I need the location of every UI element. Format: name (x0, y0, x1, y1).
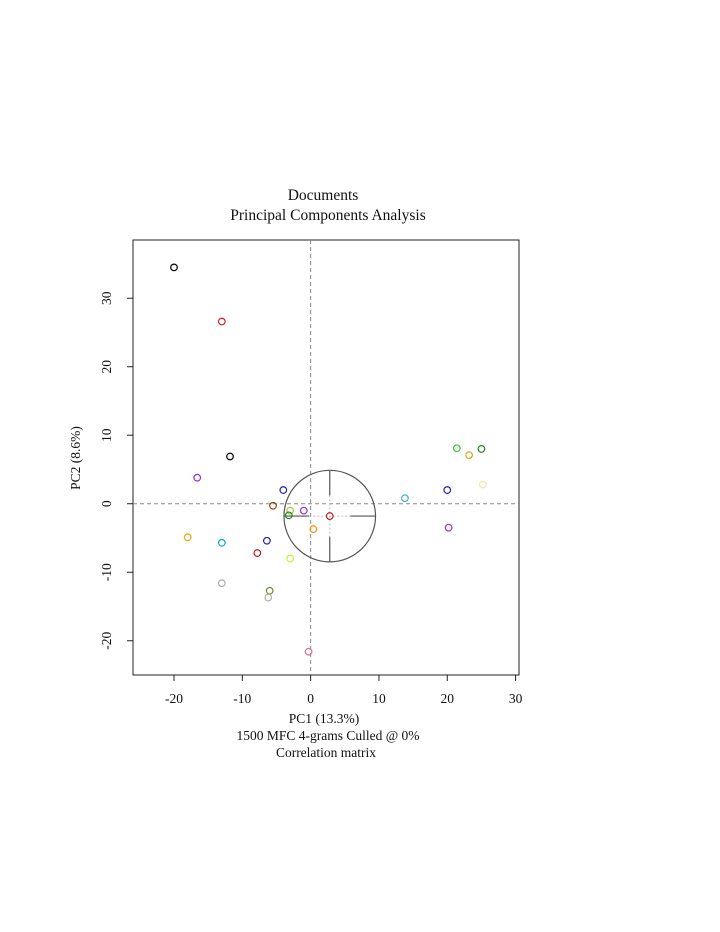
data-point (217, 538, 226, 547)
data-point (478, 480, 487, 489)
y-axis-label: PC2 (8.6%) (68, 426, 83, 490)
chart-title: Documents (288, 187, 359, 204)
x-tick-label: 20 (441, 691, 455, 706)
data-point (452, 444, 461, 453)
data-point (286, 506, 295, 515)
x-axis-caption-1: 1500 MFC 4-grams Culled @ 0% (236, 728, 419, 743)
y-axis-ticks: -20 -10 0 10 20 30 (99, 291, 133, 650)
data-point (253, 549, 262, 557)
data-point (265, 586, 274, 595)
correlation-circle (283, 469, 377, 563)
y-tick-label: 20 (99, 360, 114, 374)
x-tick-label: 0 (307, 691, 314, 706)
data-point (444, 523, 453, 532)
chart-subtitle: Principal Components Analysis (230, 207, 425, 224)
x-axis-label: PC1 (13.3%) (289, 711, 360, 726)
y-tick-label: -10 (99, 563, 114, 581)
data-point (170, 263, 178, 272)
data-point (465, 451, 474, 460)
data-point (401, 494, 409, 503)
x-axis-caption-2: Correlation matrix (276, 745, 376, 760)
data-point (477, 445, 486, 453)
data-point (279, 486, 288, 494)
data-point (217, 317, 226, 326)
data-point (226, 452, 234, 461)
data-point (325, 512, 334, 520)
x-axis-ticks: -20 -10 0 10 20 30 (165, 675, 523, 706)
y-tick-label: 0 (99, 500, 114, 507)
x-tick-label: 30 (509, 691, 523, 706)
data-point (193, 473, 202, 482)
y-tick-label: 10 (99, 428, 114, 442)
data-point (309, 525, 318, 533)
data-point (269, 501, 277, 510)
x-tick-label: -20 (165, 691, 183, 706)
plot-frame (132, 239, 520, 676)
x-tick-label: -10 (233, 691, 251, 706)
x-tick-label: 10 (372, 691, 386, 706)
reference-lines (133, 240, 519, 675)
data-point (217, 579, 226, 588)
data-points (170, 263, 487, 656)
data-point (304, 647, 313, 656)
data-point (264, 593, 273, 602)
data-point (284, 511, 293, 520)
data-point (183, 533, 192, 542)
data-point (286, 554, 295, 563)
y-tick-label: -20 (99, 632, 114, 650)
y-tick-label: 30 (99, 291, 114, 305)
data-point (263, 536, 271, 545)
data-point (443, 486, 452, 494)
data-point (299, 506, 308, 515)
